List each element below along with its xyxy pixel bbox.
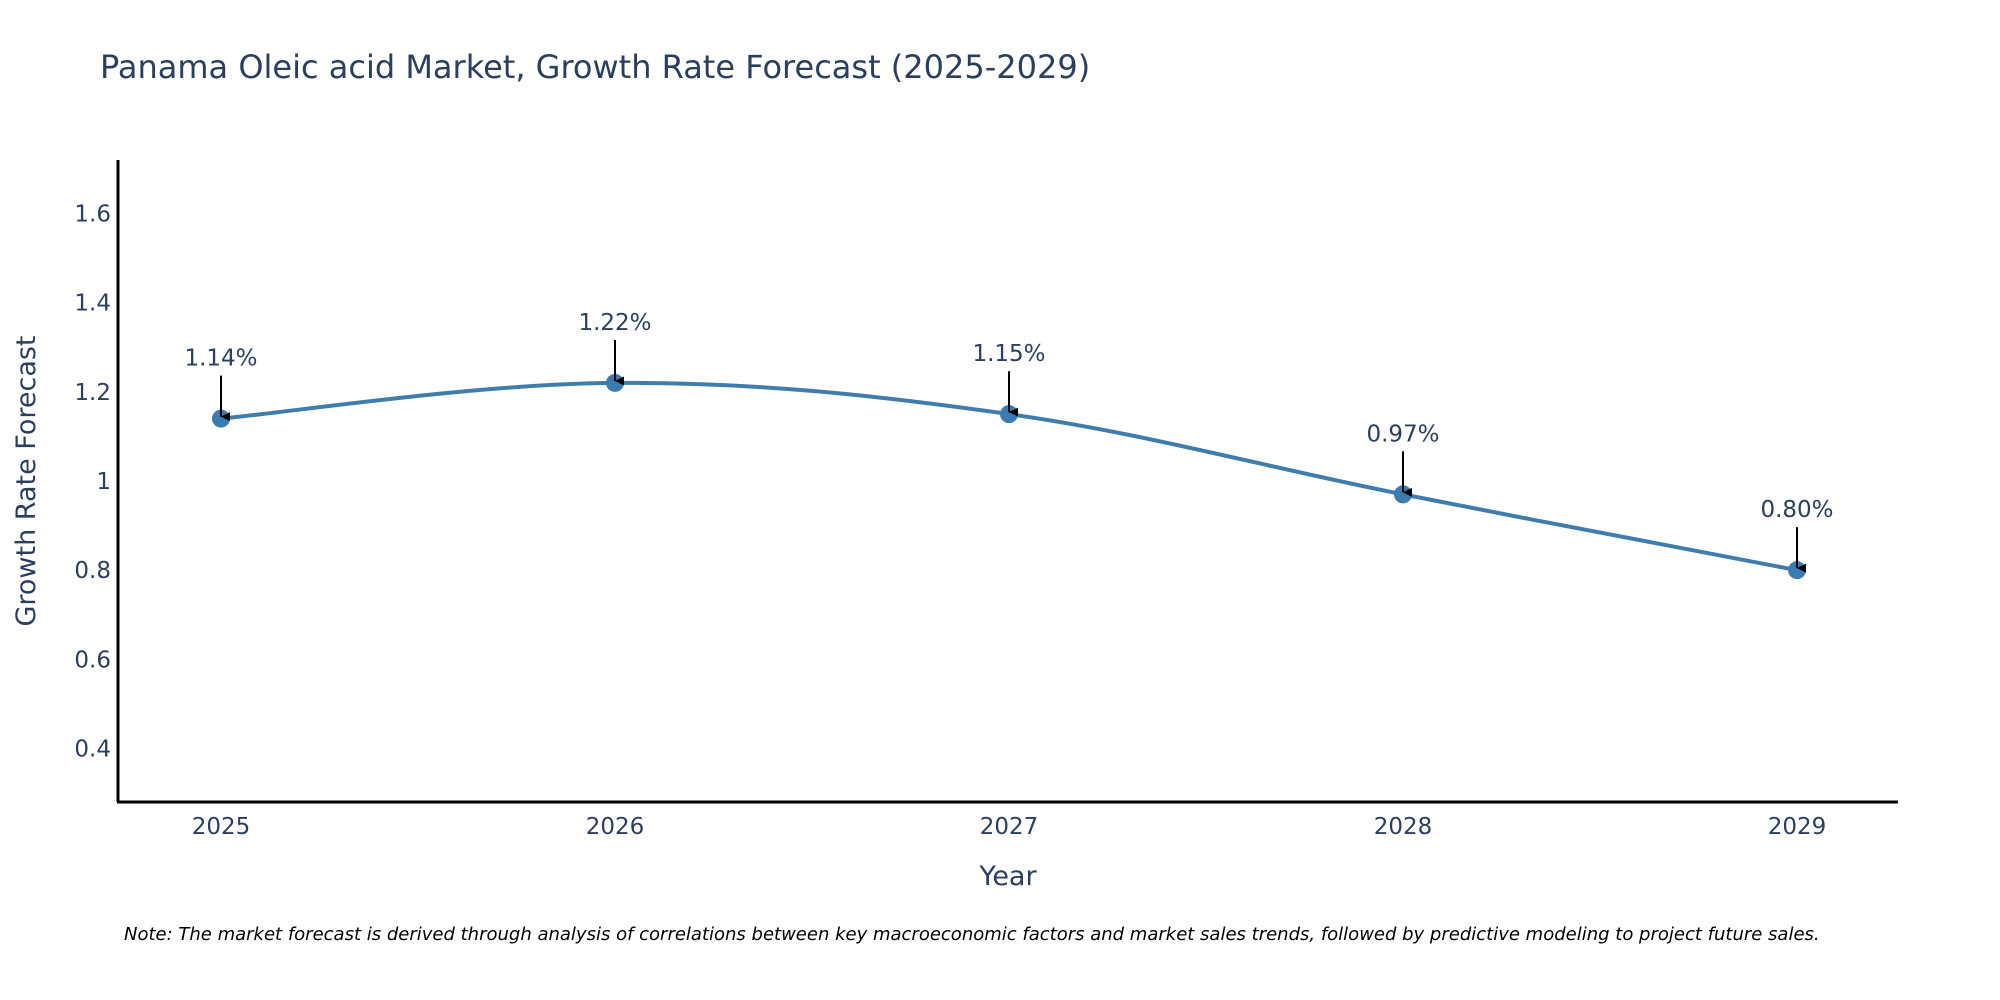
y-axis-ticks: 0.4 0.6 0.8 1 1.2 1.4 1.6 xyxy=(74,202,111,763)
x-tick-label: 2026 xyxy=(586,814,645,840)
x-axis-ticks: 2025 2026 2027 2028 2029 xyxy=(192,814,1827,840)
data-label: 1.14% xyxy=(184,346,257,372)
y-tick-label: 1.6 xyxy=(74,202,111,228)
data-annotations: 1.14% 1.22% 1.15% 0.97% 0.80% xyxy=(184,310,1834,573)
y-tick-label: 0.4 xyxy=(74,737,111,763)
x-tick-label: 2027 xyxy=(980,814,1039,840)
x-tick-label: 2028 xyxy=(1374,814,1433,840)
data-label: 1.15% xyxy=(972,341,1045,367)
y-tick-label: 0.8 xyxy=(74,558,111,584)
y-tick-label: 1 xyxy=(96,469,111,495)
x-tick-label: 2025 xyxy=(192,814,251,840)
footnote: Note: The market forecast is derived thr… xyxy=(124,924,1820,945)
x-axis-title: Year xyxy=(978,861,1037,892)
data-label: 0.80% xyxy=(1760,497,1833,523)
y-axis-title: Growth Rate Forecast xyxy=(11,335,42,626)
data-label: 1.22% xyxy=(578,310,651,336)
y-tick-label: 1.4 xyxy=(74,291,111,317)
x-tick-label: 2029 xyxy=(1768,814,1827,840)
chart-title: Panama Oleic acid Market, Growth Rate Fo… xyxy=(100,48,1090,86)
y-tick-label: 0.6 xyxy=(74,647,111,673)
data-label: 0.97% xyxy=(1366,421,1439,447)
y-tick-label: 1.2 xyxy=(74,380,111,406)
